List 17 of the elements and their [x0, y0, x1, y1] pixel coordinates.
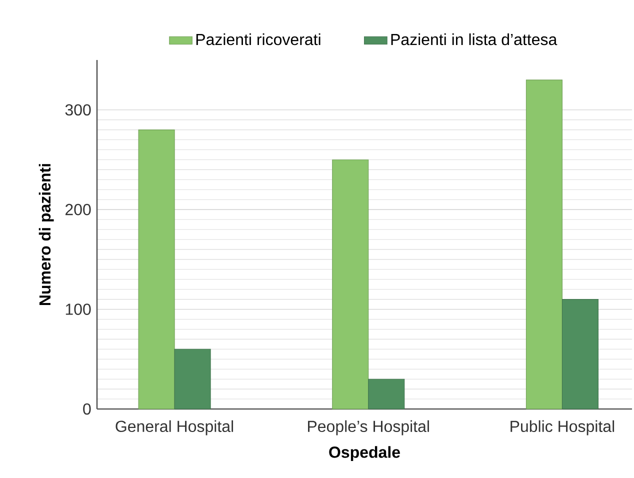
bar	[562, 299, 598, 410]
y-tick-label: 300	[65, 104, 91, 116]
x-tick-label: People’s Hospital	[308, 420, 429, 436]
y-axis-title: Numero di pazienti	[38, 164, 54, 305]
bar	[526, 80, 562, 410]
x-tick-label: General Hospital	[116, 420, 234, 436]
bar	[368, 378, 405, 410]
bar	[332, 159, 369, 410]
legend-label: Pazienti ricoverati	[196, 33, 320, 46]
bar	[138, 130, 175, 410]
bar	[174, 348, 211, 410]
y-tick-label: 100	[66, 304, 91, 315]
x-tick-label: Public Hospital	[510, 420, 614, 436]
y-tick-label: 200	[66, 204, 91, 216]
y-tick-label: 0	[83, 403, 91, 415]
x-axis-title: Ospedale	[329, 446, 400, 462]
legend-label: Pazienti in lista d’attesa	[391, 33, 558, 46]
